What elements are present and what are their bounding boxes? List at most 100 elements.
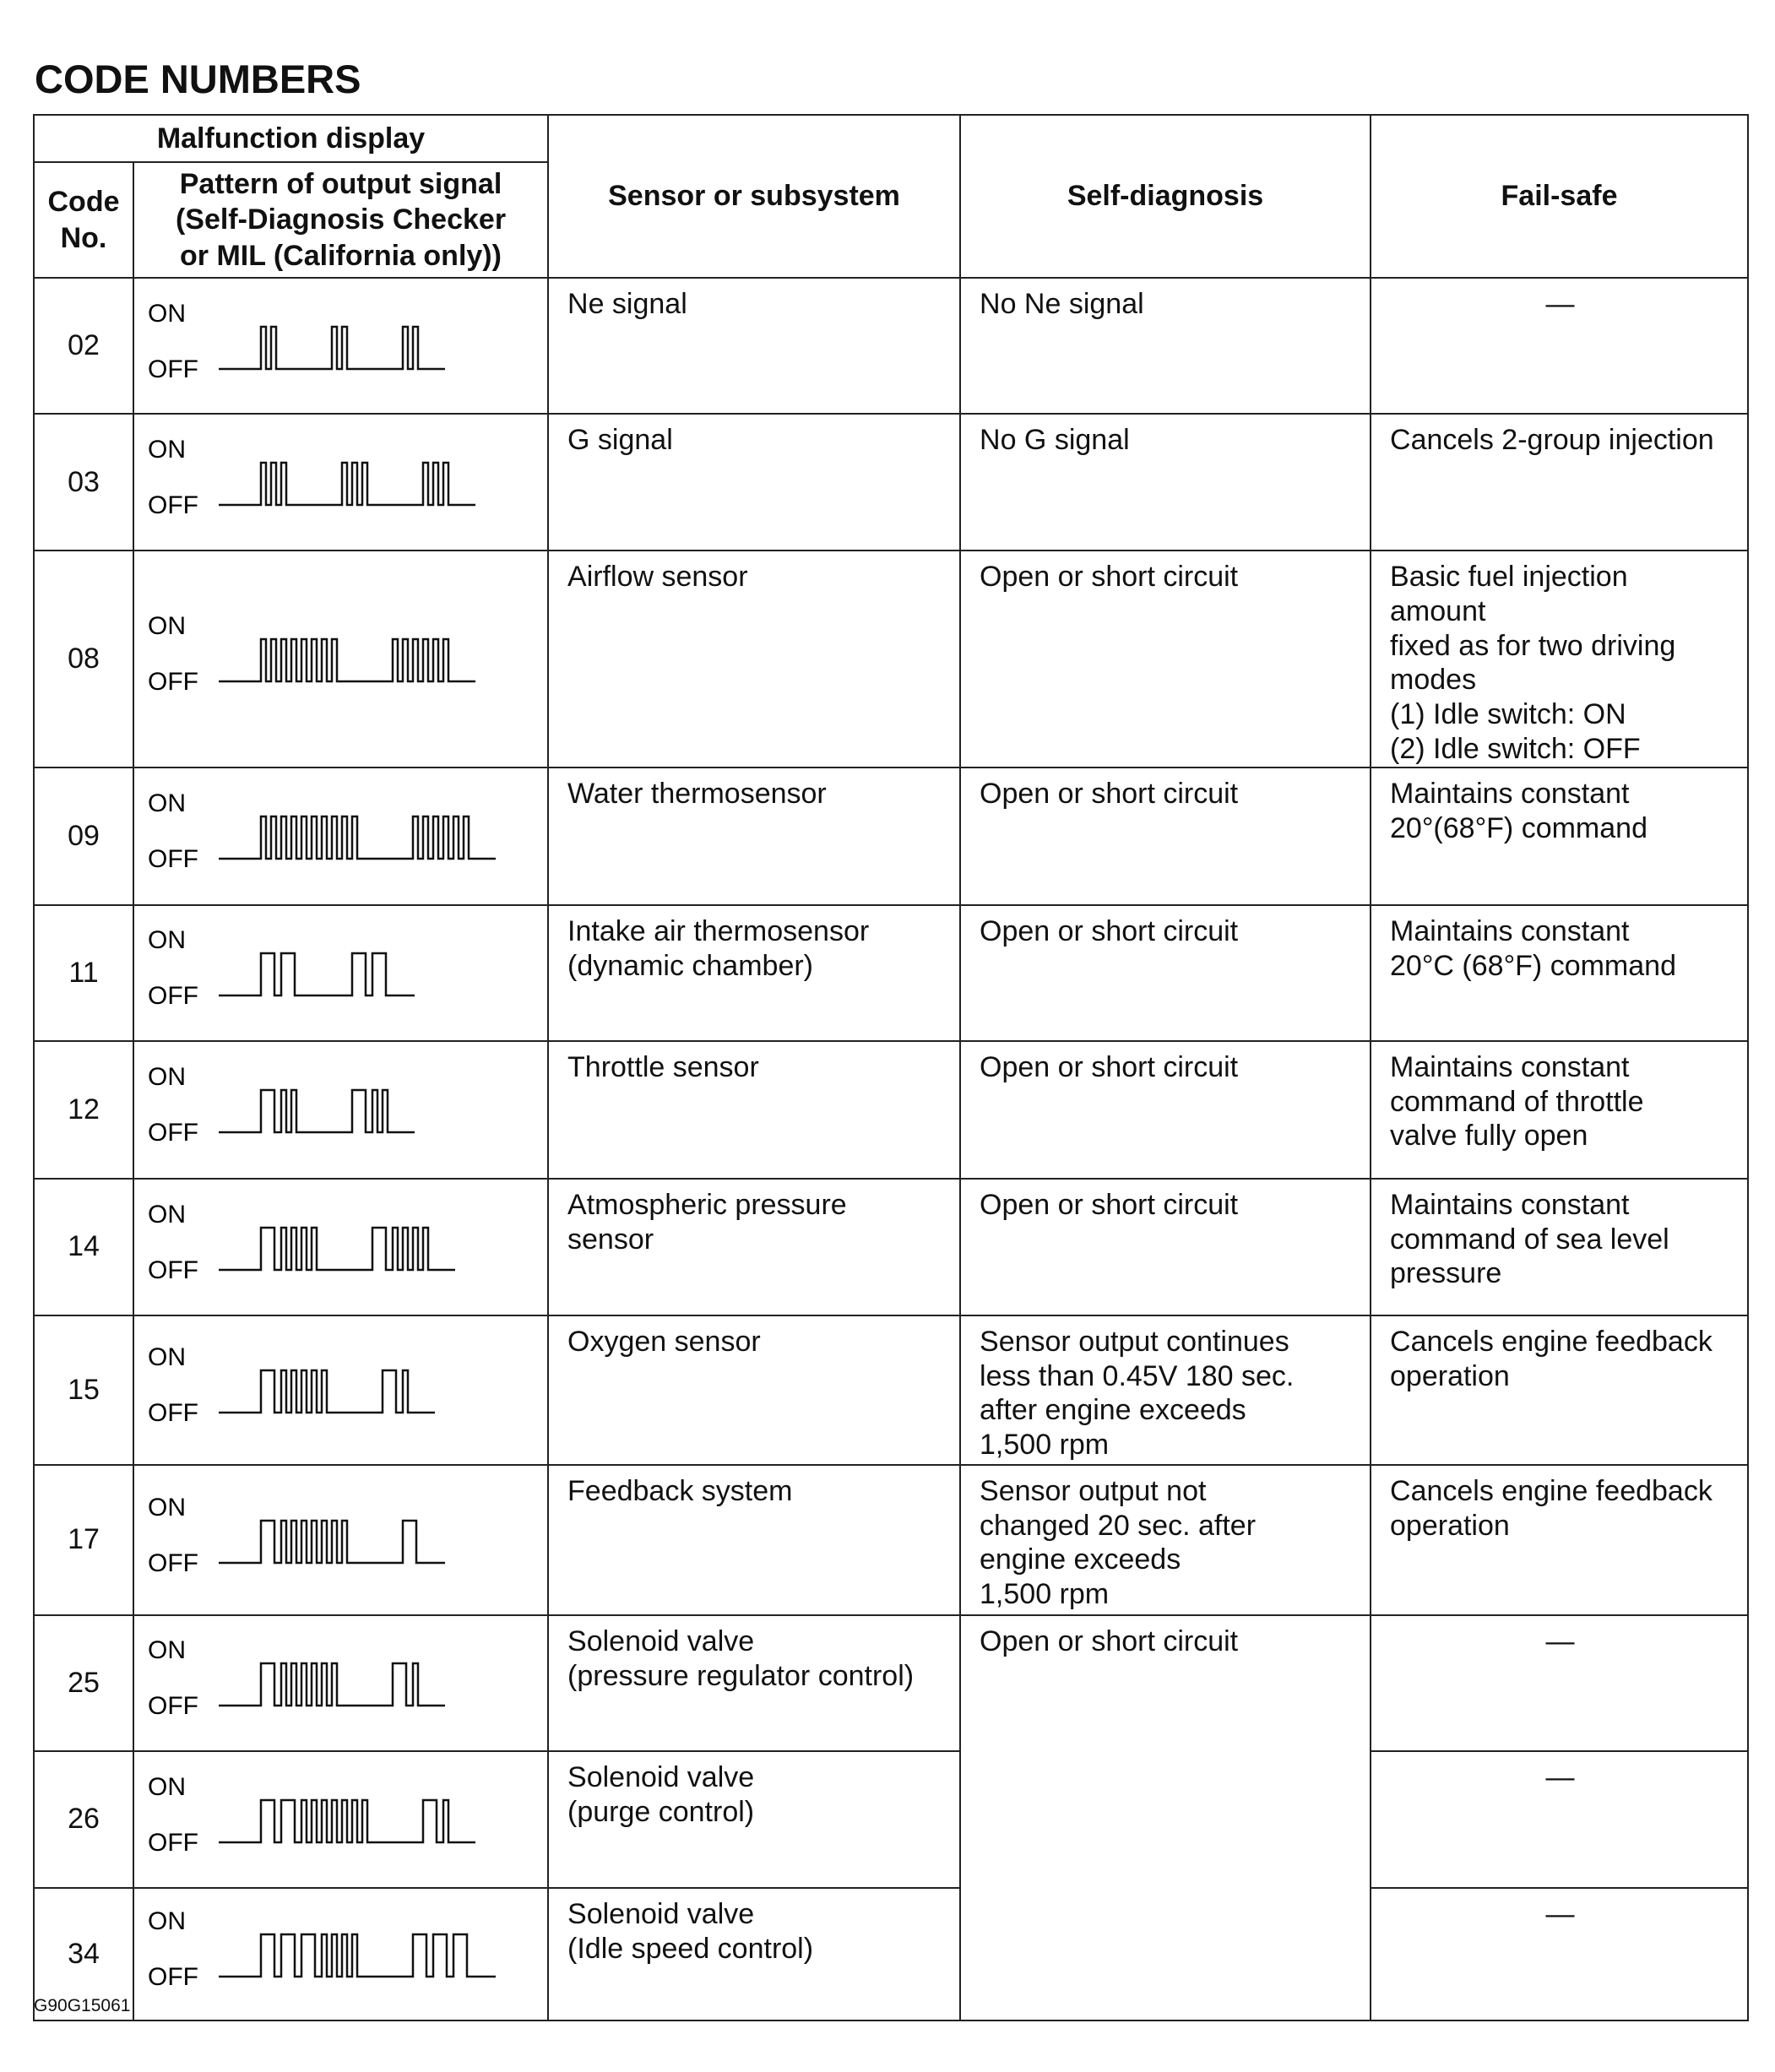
self-diagnosis-cell: Open or short circuit [959,1177,1372,1316]
figure-id: G90G15061 [34,1996,131,2015]
signal-pattern: ON OFF [148,1201,455,1284]
pattern-cell: ON OFF [132,413,550,551]
waveform [219,1089,415,1134]
waveform [219,816,496,860]
on-label: ON [148,436,186,464]
code-cell: 08 [33,550,134,768]
table-row: 14 ON OFF Atmospheric pressure sensor Open o… [33,1177,1750,1316]
header-cell: Sensor or subsystem [547,114,962,279]
header-cell: Self-diagnosis [959,114,1372,279]
waveform [219,325,445,370]
sensor-cell: Ne signal [547,277,962,415]
signal-pattern: ON OFF [148,1636,445,1720]
pattern-cell: ON OFF [132,1749,550,1889]
on-label: ON [148,612,186,640]
code-cell: 09 [33,766,134,906]
pattern-cell: ON OFF [132,1886,550,2021]
fail-safe-cell: — [1370,277,1750,415]
off-label: OFF [148,1549,198,1577]
on-label: ON [148,1343,186,1371]
waveform [219,1662,445,1707]
on-label: ON [148,1063,186,1091]
sensor-cell: Throttle sensor [547,1039,962,1180]
table-row: 17 ON OFF Feedback system Sensor output not … [33,1463,1750,1616]
signal-pattern: ON OFF [148,789,496,873]
off-label: OFF [148,1119,198,1147]
code-cell: 11 [33,903,134,1042]
pattern-cell: ON OFF [132,766,550,906]
fail-safe-cell: Cancels engine feedback operation [1370,1463,1750,1616]
title: CODE NUMBERS [35,57,361,101]
fail-safe-cell: — [1370,1886,1750,2021]
table-row: 09 ON OFF Water thermosensor Open or short c… [33,766,1750,906]
sensor-cell: Feedback system [547,1463,962,1616]
waveform [219,952,415,997]
fail-safe-cell: Maintains constant command of sea level … [1370,1177,1750,1316]
signal-pattern: ON OFF [148,436,475,519]
off-label: OFF [148,845,198,873]
on-label: ON [148,789,186,817]
off-label: OFF [148,1829,198,1857]
self-diagnosis-cell: No Ne signal [959,277,1372,415]
fail-safe-cell: Maintains constant 20°(68°F) command [1370,766,1750,906]
off-label: OFF [148,491,198,519]
waveform [219,1226,455,1272]
pattern-cell: ON OFF [132,1039,550,1180]
code-cell: 34 [33,1886,134,2021]
sensor-cell: Solenoid valve (purge control) [547,1749,962,1889]
table-row: 11 ON OFF Intake air thermosensor (dynamic … [33,903,1750,1042]
self-diagnosis-cell: Open or short circuit [959,903,1372,1042]
sensor-cell: Atmospheric pressure sensor [547,1177,962,1316]
table-row: 02 ON OFF Ne signal No Ne signal — [33,277,1750,415]
pattern-cell: ON OFF [132,1177,550,1316]
on-label: ON [148,300,186,328]
signal-pattern: ON OFF [148,1773,475,1857]
on-label: ON [148,1636,186,1664]
waveform [219,638,475,683]
code-cell: 02 [33,277,134,415]
sensor-cell: Solenoid valve (Idle speed control) [547,1886,962,2021]
on-label: ON [148,926,186,954]
self-diagnosis-cell: Open or short circuit [959,766,1372,906]
code-cell: 14 [33,1177,134,1316]
table-body: 02 ON OFF Ne signal No Ne signal —03 ON OFF G si… [33,277,1750,2021]
signal-pattern: ON OFF [148,1907,496,1991]
header-cell: Fail-safe [1370,114,1750,279]
off-label: OFF [148,982,198,1010]
self-diagnosis-cell: Open or short circuit [959,550,1372,768]
code-cell: 15 [33,1314,134,1466]
on-label: ON [148,1494,186,1521]
on-label: ON [148,1907,186,1935]
signal-pattern: ON OFF [148,1063,415,1147]
header-cell: Malfunction display [32,114,550,163]
self-diagnosis-cell: Open or short circuit [959,1039,1372,1180]
fail-safe-cell: — [1370,1614,1750,1752]
code-cell: 26 [33,1749,134,1889]
fail-safe-cell: Maintains constant command of throttle v… [1370,1039,1750,1180]
header-cell: Pattern of output signal (Self-Diagnosis… [132,161,550,279]
off-label: OFF [148,1399,198,1427]
signal-pattern: ON OFF [148,1343,435,1427]
pattern-cell: ON OFF [132,1314,550,1466]
waveform [219,1798,475,1844]
self-diagnosis-cell: Open or short circuit [959,1614,1372,2021]
sensor-cell: Intake air thermosensor (dynamic chamber… [547,903,962,1042]
signal-pattern: ON OFF [148,612,475,696]
off-label: OFF [148,1692,198,1720]
signal-pattern: ON OFF [148,926,415,1010]
table-row: 25 ON OFF Solenoid valve (pressure regulato… [33,1614,1750,2021]
sensor-cell: Oxygen sensor [547,1314,962,1466]
self-diagnosis-cell: Sensor output not changed 20 sec. after … [959,1463,1372,1616]
sensor-cell: Water thermosensor [547,766,962,906]
off-label: OFF [148,668,198,696]
waveform [219,1370,435,1414]
pattern-cell: ON OFF [132,1463,550,1616]
off-label: OFF [148,355,198,383]
fail-safe-cell: Maintains constant 20°C (68°F) command [1370,903,1750,1042]
table-row: 12 ON OFF Throttle sensor Open or short circ… [33,1039,1750,1180]
waveform [219,1519,445,1565]
pattern-cell: ON OFF [132,1614,550,1752]
table-row: 03 ON OFF G signal No G signal Cancels 2-grou… [33,413,1750,551]
on-label: ON [148,1201,186,1229]
